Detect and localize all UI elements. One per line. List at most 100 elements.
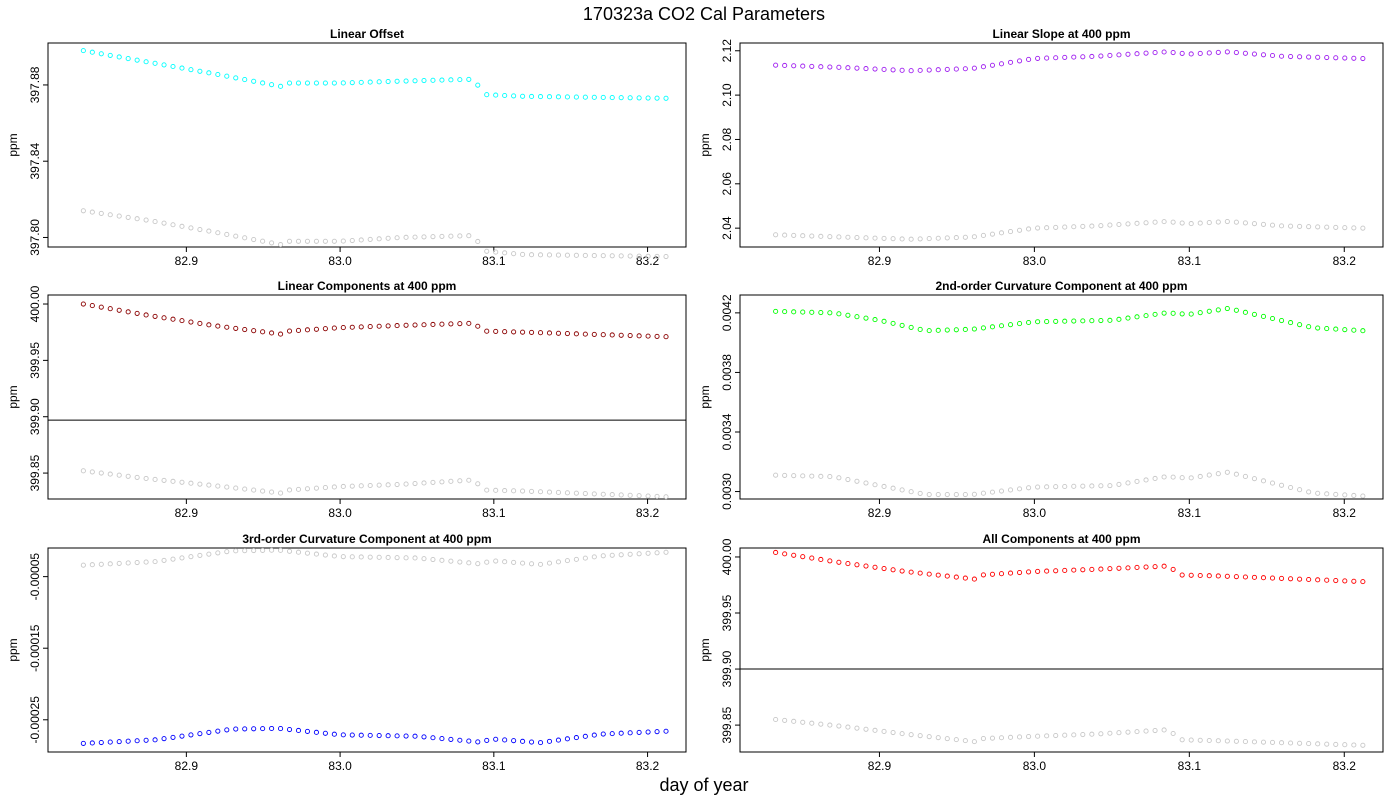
data-point — [421, 322, 427, 328]
data-point — [421, 556, 427, 562]
data-point — [1062, 54, 1068, 60]
data-point — [188, 732, 194, 738]
data-point — [890, 320, 896, 326]
data-point — [1179, 220, 1185, 226]
data-point — [313, 238, 319, 244]
data-point — [1044, 55, 1050, 61]
y-tick-label: 400.00 — [28, 285, 42, 322]
data-point — [457, 737, 463, 743]
y-tick-label: 397.80 — [28, 219, 42, 256]
data-point — [322, 730, 328, 736]
data-point — [1215, 307, 1221, 313]
data-point — [80, 468, 86, 474]
y-tick-label: 399.95 — [720, 594, 734, 631]
data-point — [872, 727, 878, 733]
data-point — [358, 324, 364, 330]
data-point — [1098, 53, 1104, 59]
data-point — [1360, 225, 1366, 231]
data-point — [331, 80, 337, 86]
data-point — [1215, 49, 1221, 55]
data-point — [529, 739, 535, 745]
data-point — [143, 475, 149, 482]
data-point — [511, 488, 517, 494]
data-point — [573, 331, 579, 337]
data-point — [926, 571, 932, 577]
data-point — [143, 559, 149, 565]
data-point — [278, 490, 284, 496]
data-point — [908, 68, 914, 74]
data-point — [935, 67, 941, 73]
data-point — [1161, 474, 1167, 480]
data-point — [609, 492, 615, 498]
data-point — [340, 483, 346, 490]
data-point — [1152, 727, 1158, 734]
data-point — [304, 238, 311, 244]
data-point — [143, 217, 149, 223]
plot-frame — [47, 547, 687, 753]
data-point — [1134, 729, 1140, 735]
data-point — [349, 483, 355, 489]
data-point — [881, 728, 887, 734]
data-point — [1279, 53, 1285, 59]
data-point — [537, 252, 544, 258]
data-point — [1080, 483, 1086, 489]
data-point — [1206, 573, 1212, 579]
data-point — [1044, 225, 1050, 231]
data-point — [636, 253, 642, 259]
data-point — [1170, 49, 1176, 56]
data-point — [475, 323, 481, 329]
x-tick-label: 82.9 — [868, 506, 892, 520]
x-tick-label: 82.9 — [175, 506, 199, 520]
data-point — [627, 730, 633, 736]
x-tick-label: 83.1 — [482, 506, 506, 520]
data-point — [618, 95, 624, 101]
data-point — [998, 230, 1005, 236]
data-point — [206, 482, 212, 488]
data-point — [1143, 728, 1149, 734]
data-point — [1035, 55, 1041, 61]
data-point — [286, 80, 293, 86]
data-point — [197, 320, 203, 327]
data-point — [161, 220, 167, 226]
data-point — [322, 552, 328, 558]
data-point — [1360, 493, 1366, 499]
data-point — [1098, 731, 1104, 737]
data-point — [1107, 317, 1113, 323]
data-point — [944, 235, 950, 241]
data-point — [349, 324, 355, 330]
data-point — [1188, 737, 1194, 743]
data-point — [1342, 225, 1348, 231]
data-point — [854, 314, 860, 320]
data-point — [134, 559, 140, 566]
x-tick-label: 83.2 — [1333, 506, 1357, 520]
data-point — [582, 733, 588, 739]
data-point — [1125, 221, 1131, 227]
data-point — [1026, 319, 1032, 326]
data-point — [1333, 224, 1339, 230]
data-point — [80, 740, 86, 746]
data-point — [331, 731, 337, 737]
data-point — [564, 736, 570, 742]
data-point — [908, 732, 914, 738]
data-point — [845, 476, 851, 483]
data-point — [421, 78, 427, 84]
data-point — [908, 569, 914, 575]
data-point — [881, 235, 887, 241]
data-point — [1333, 741, 1339, 747]
data-point — [125, 560, 131, 566]
data-point — [773, 232, 779, 238]
data-point — [125, 473, 131, 479]
data-point — [197, 68, 203, 74]
data-point — [286, 726, 293, 733]
data-point — [1044, 568, 1050, 574]
data-point — [529, 93, 535, 100]
data-point — [1315, 54, 1321, 60]
data-point — [385, 235, 391, 241]
data-point — [609, 552, 615, 558]
data-point — [1233, 307, 1239, 313]
data-point — [367, 236, 373, 242]
data-point — [618, 332, 624, 338]
data-point — [654, 95, 660, 101]
data-point — [1098, 483, 1104, 489]
data-point — [349, 80, 355, 86]
